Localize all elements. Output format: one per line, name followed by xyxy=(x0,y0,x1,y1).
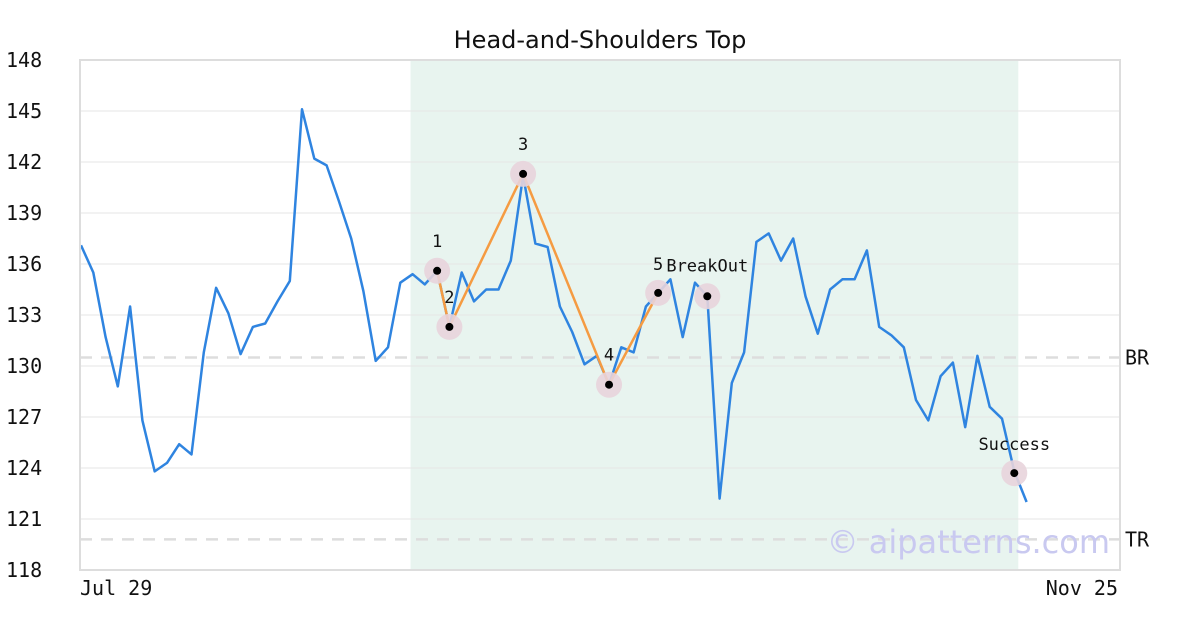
y-tick-label: 142 xyxy=(6,150,42,174)
y-tick-label: 148 xyxy=(6,48,42,72)
x-tick-label-end: Nov 25 xyxy=(1046,576,1118,600)
success-marker-point xyxy=(1010,469,1019,478)
pattern-point-4-point xyxy=(605,380,614,389)
pattern-point-5-point xyxy=(654,288,663,297)
pattern-point-2-point xyxy=(445,322,454,331)
y-tick-label: 127 xyxy=(6,405,42,429)
y-tick-label: 133 xyxy=(6,303,42,327)
pattern-point-2-label: 2 xyxy=(444,288,454,308)
y-tick-label: 139 xyxy=(6,201,42,225)
price-line xyxy=(79,108,1028,503)
reference-label-br: BR xyxy=(1125,346,1150,370)
pattern-point-1-label: 1 xyxy=(432,232,442,252)
y-tick-label: 145 xyxy=(6,99,42,123)
breakout-marker-point xyxy=(703,292,712,301)
chart-title: Head-and-Shoulders Top xyxy=(454,26,747,54)
pattern-point-3-point xyxy=(519,169,528,178)
y-tick-label: 130 xyxy=(6,354,42,378)
y-tick-label: 121 xyxy=(6,507,42,531)
price-series xyxy=(79,108,1028,503)
pattern-point-5-label: 5 xyxy=(653,255,663,275)
success-marker-label: Success xyxy=(978,435,1050,455)
pattern-point-1-point xyxy=(433,266,442,275)
plot-frame xyxy=(79,59,1121,571)
reference-label-tr: TR xyxy=(1125,527,1150,551)
y-tick-label: 136 xyxy=(6,252,42,276)
watermark: © aipatterns.com xyxy=(827,523,1110,561)
breakout-marker-label: BreakOut xyxy=(666,256,748,276)
x-tick-label-start: Jul 29 xyxy=(80,576,152,600)
pattern-markers: 1 2 3 4 5 BreakOut Success xyxy=(424,135,1050,487)
y-tick-label: 124 xyxy=(6,456,42,480)
reference-lines: BR TR xyxy=(80,346,1150,551)
y-tick-label: 118 xyxy=(6,558,42,582)
pattern-point-3-label: 3 xyxy=(518,135,528,155)
pattern-point-4-label: 4 xyxy=(604,346,614,366)
y-axis-ticks: 118 121 124 127 130 133 136 139 142 145 148 xyxy=(6,48,42,582)
